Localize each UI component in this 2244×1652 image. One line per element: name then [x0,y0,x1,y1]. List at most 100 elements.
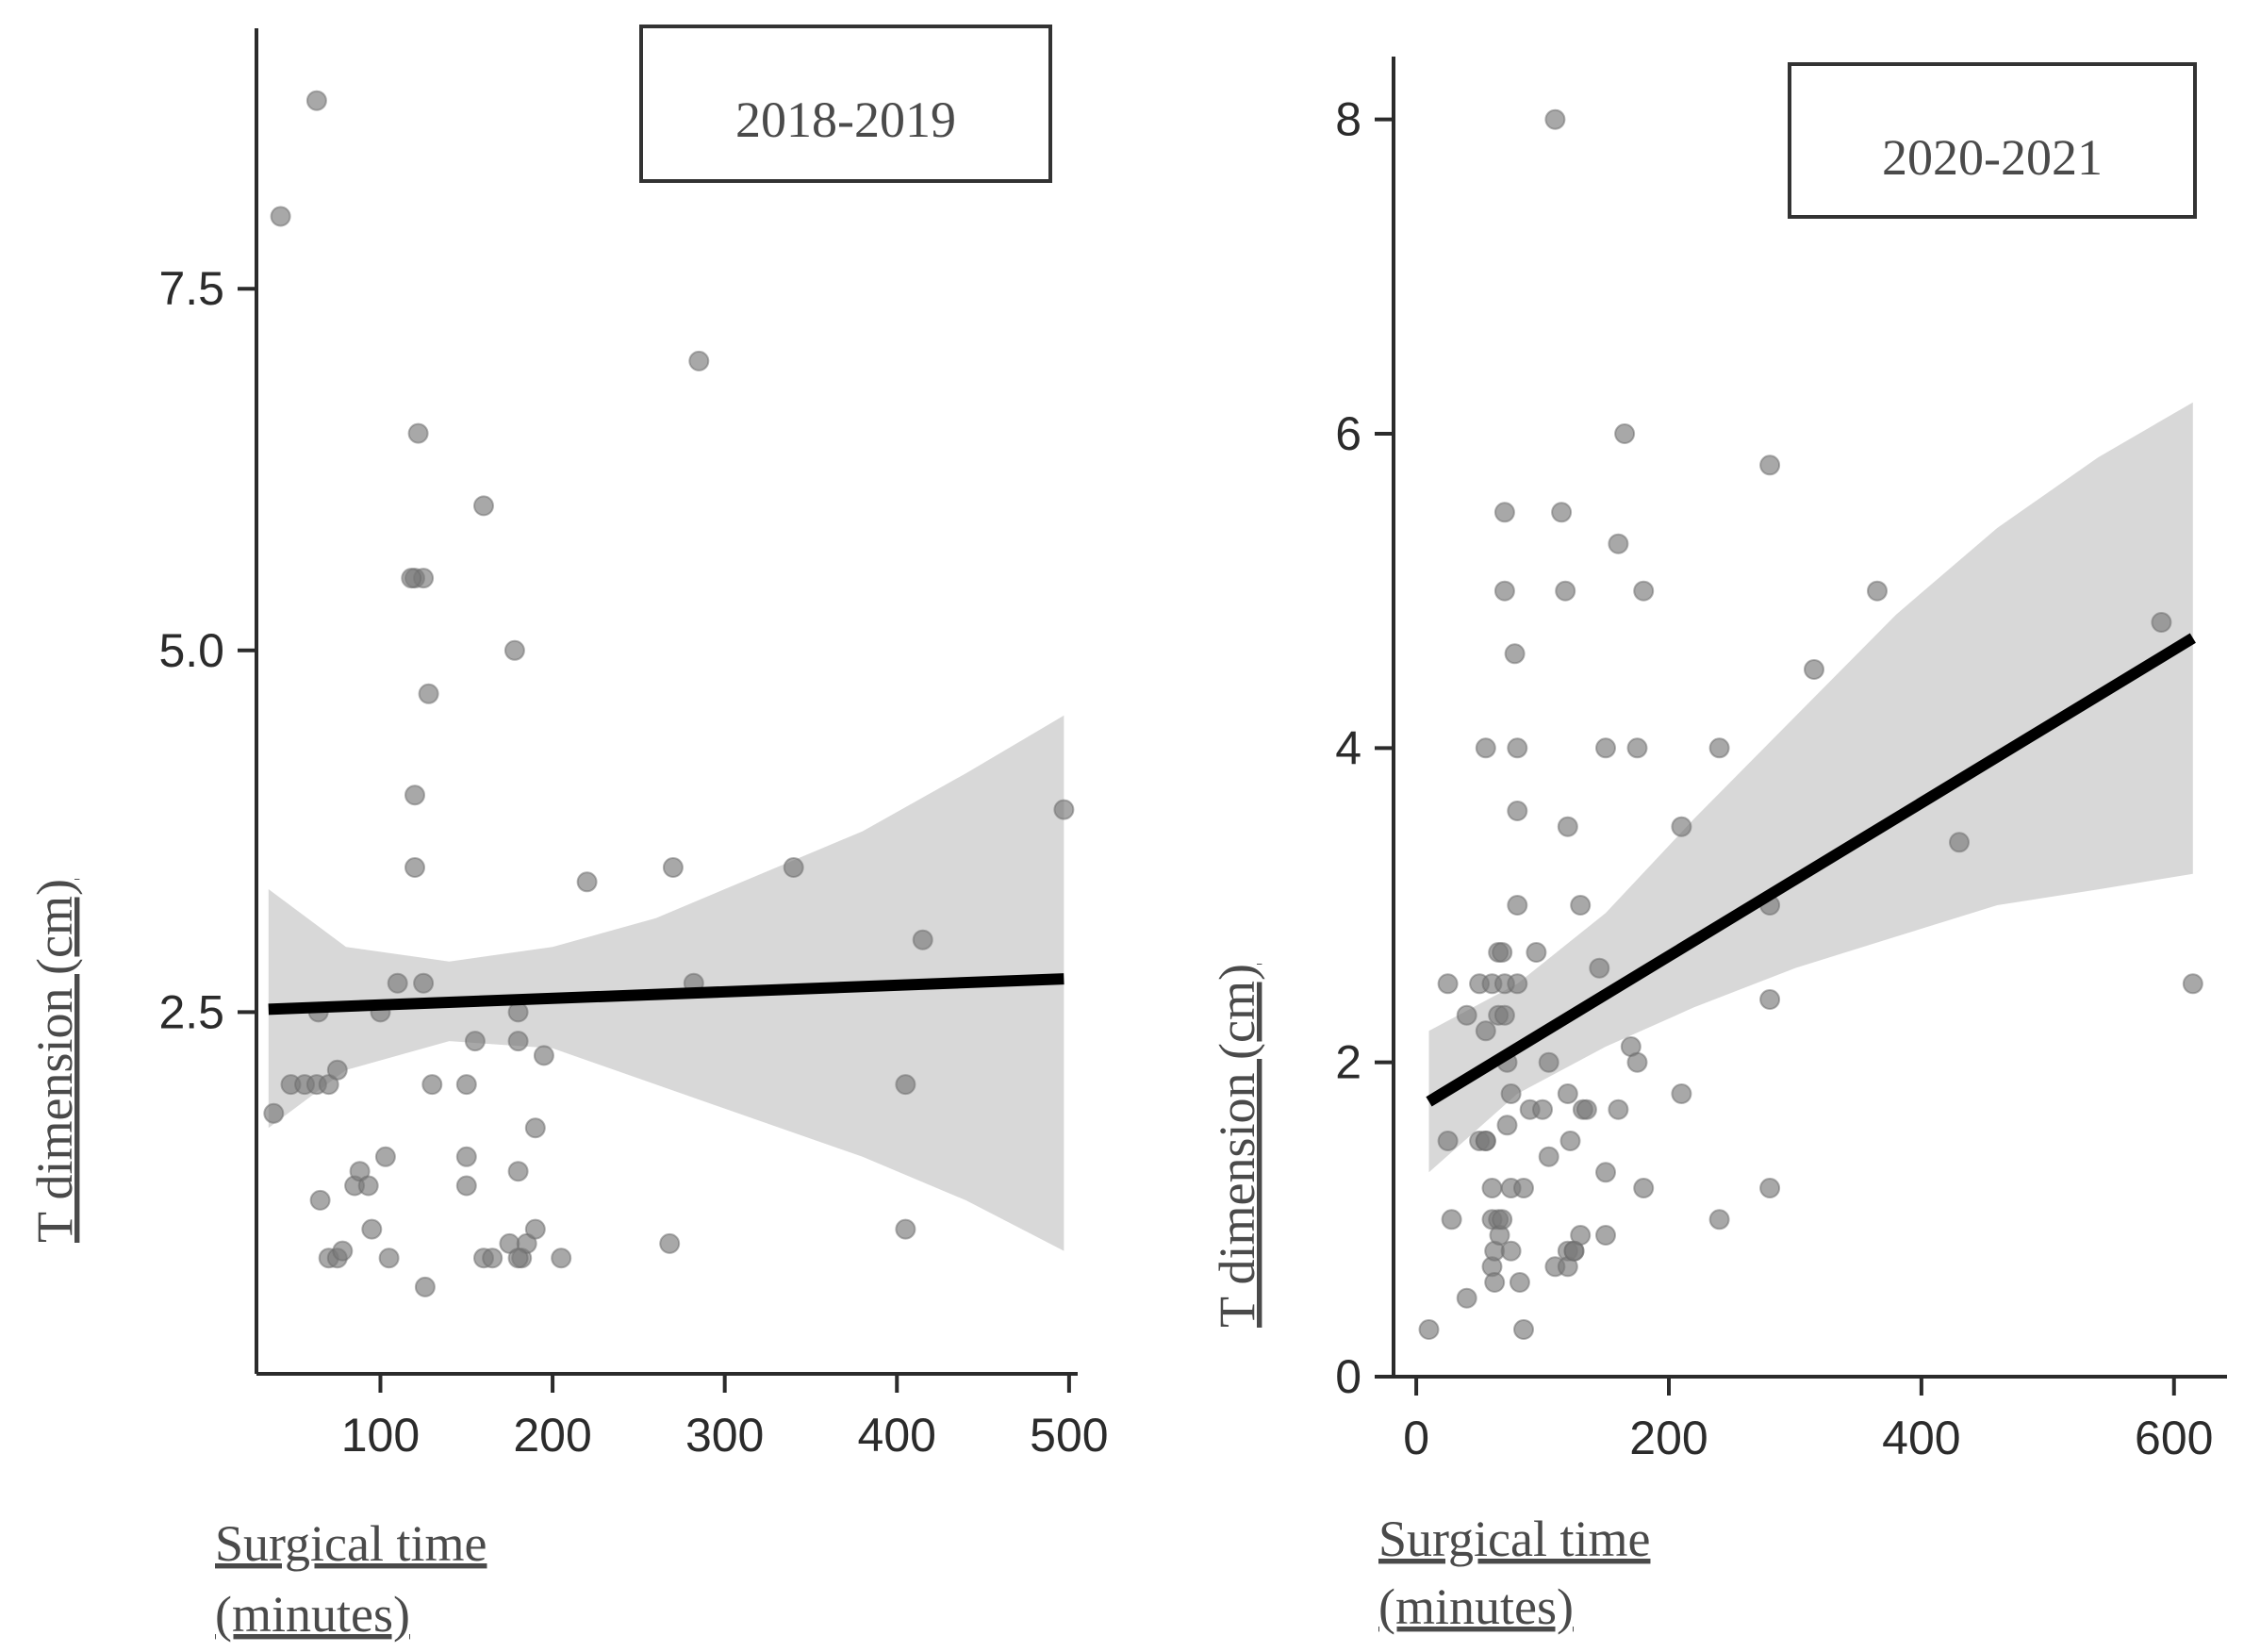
data-point [1633,1178,1655,1198]
data-point [464,1031,486,1052]
data-point [1804,659,1824,680]
data-point [507,1031,529,1052]
data-point [1595,1162,1616,1183]
data-point [270,206,291,227]
data-point [1626,737,1648,759]
x-tick-label: 500 [1030,1409,1108,1462]
points-container [1418,108,2203,1340]
y-ticks: 2.5 5.0 7.5 [158,262,256,1038]
data-point [413,972,435,994]
data-point [662,857,684,878]
fit-line-container [1426,633,2196,1107]
data-point [1589,957,1610,979]
data-point [1441,1209,1462,1231]
data-point [421,1074,443,1096]
legend-label: 2018-2019 [735,91,956,148]
data-point [378,1247,400,1269]
data-point [1418,1319,1440,1340]
data-point [1538,1146,1559,1167]
x-tick-label: 200 [1629,1412,1708,1464]
data-point [1500,1240,1522,1262]
fit-line-container [268,973,1064,1016]
data-point [1475,1131,1496,1151]
x-ticks: 0 200 400 600 [1403,1377,2213,1464]
data-point [688,350,710,372]
data-point [1949,832,1970,853]
data-point [1481,1178,1503,1198]
data-point [1513,1319,1534,1340]
y-tick-label: 2.5 [158,985,224,1038]
data-point [1507,973,1528,995]
x-tick-label: 400 [1882,1412,1960,1464]
data-point [1526,942,1547,963]
data-point [414,1276,436,1297]
x-tick-label: 600 [2135,1412,2213,1464]
data-point [401,568,422,589]
data-point [1557,816,1578,837]
data-point [503,639,525,661]
data-point [1759,454,1781,476]
data-point [533,1045,554,1066]
data-point [1759,989,1781,1010]
ci-band-container [268,715,1064,1251]
data-point [326,1059,348,1081]
data-point [1496,1115,1518,1136]
data-point [551,1247,572,1269]
x-axis-title-line2: (minutes) [215,1586,410,1643]
data-point [1570,1225,1592,1246]
data-point [404,857,425,878]
data-point [387,972,408,994]
y-tick-label: 6 [1335,407,1361,460]
data-point [1595,1225,1616,1246]
data-point [1493,502,1515,523]
confidence-band [268,715,1064,1251]
data-point [1538,1051,1559,1073]
data-point [1475,737,1496,759]
data-point [1551,502,1573,523]
data-point [1759,1178,1781,1198]
data-point [1507,801,1528,821]
data-point [1555,580,1576,602]
legend-box [639,25,1052,183]
data-point [1708,737,1730,759]
data-point [305,90,327,111]
data-point [576,871,598,893]
y-tick-label: 7.5 [158,262,224,315]
data-point [1053,799,1075,820]
data-point [1493,580,1515,602]
data-point [1626,1051,1648,1073]
data-point [1671,1083,1692,1104]
data-point [2151,612,2172,633]
data-point [1456,1004,1477,1026]
data-point [1484,1272,1506,1293]
x-tick-label: 100 [341,1409,420,1462]
data-point [1504,643,1526,665]
x-tick-label: 200 [513,1409,591,1462]
data-point [455,1074,477,1096]
y-tick-label: 4 [1335,721,1361,774]
data-point [507,1161,529,1182]
data-point [1475,1020,1496,1042]
legend-box [1788,62,2197,219]
data-point [1595,737,1616,759]
y-tick-label: 8 [1335,93,1361,146]
data-point [361,1218,383,1240]
data-point [263,1102,285,1124]
data-point [1532,1099,1553,1120]
data-point [524,1117,546,1139]
y-tick-label: 0 [1335,1350,1361,1403]
data-point [1608,533,1629,554]
data-point [374,1146,396,1167]
data-point [1671,816,1692,837]
data-point [1576,1099,1597,1120]
x-tick-label: 400 [858,1409,936,1462]
y-tick-label: 2 [1335,1036,1361,1089]
data-point [482,1247,503,1269]
panel-2020-2021: 0 2 4 6 8 0 200 400 600 2020-2021 T dimension (… [1209,57,2227,1635]
data-point [1507,895,1528,916]
data-point [1507,737,1528,759]
data-point [895,1218,916,1240]
data-point [455,1175,477,1197]
x-ticks: 100 200 300 400 500 [341,1374,1109,1462]
y-axis-title: T dimension (cm) [1209,964,1265,1328]
